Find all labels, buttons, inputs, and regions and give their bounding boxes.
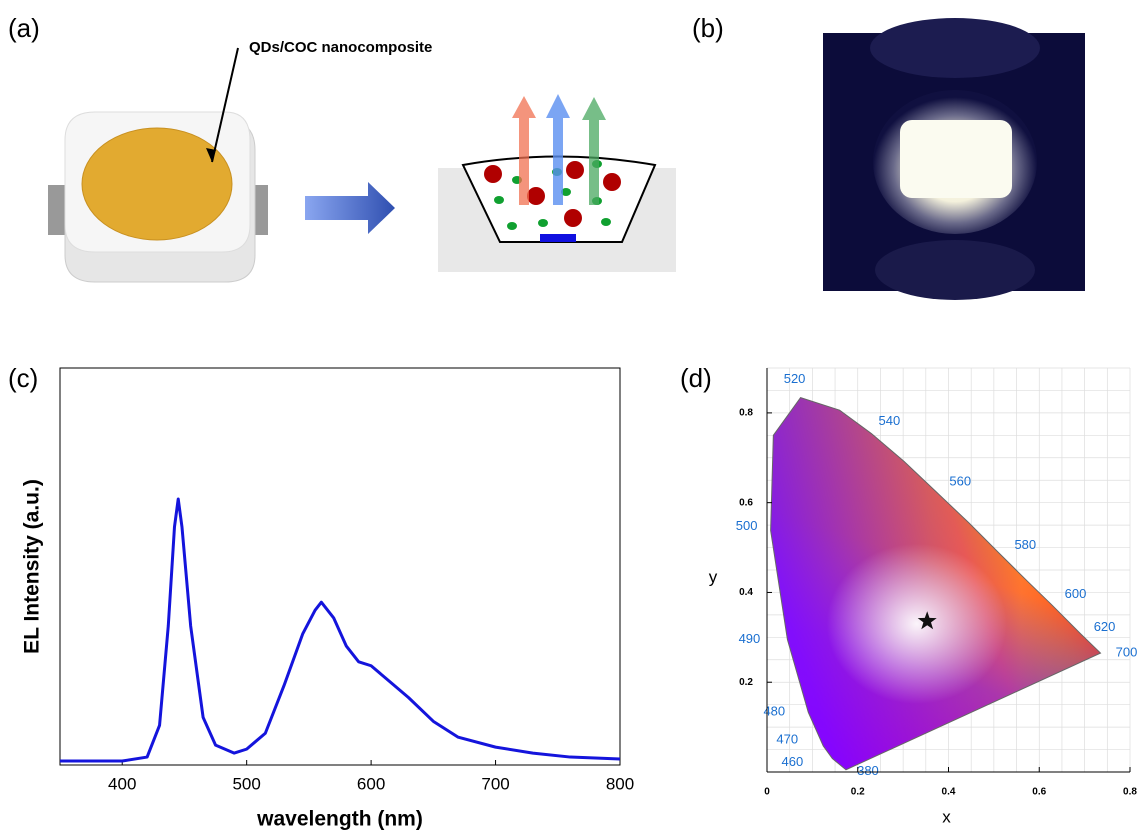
wavelength-label: 500 bbox=[736, 518, 758, 533]
x-tick-label: 400 bbox=[108, 774, 136, 793]
y-tick-label: 0.2 bbox=[739, 677, 753, 688]
wavelength-label: 490 bbox=[739, 631, 761, 646]
x-tick-label: 700 bbox=[481, 774, 509, 793]
panel-label: (c) bbox=[8, 363, 38, 393]
x-tick-label: 500 bbox=[232, 774, 260, 793]
led-package bbox=[48, 112, 268, 282]
figure: (a) (b) (c) (d) QDs/COC nanocomposite bbox=[0, 0, 1142, 831]
panel-label: (b) bbox=[692, 13, 724, 43]
wavelength-label: 620 bbox=[1094, 619, 1116, 634]
x-tick-label: 600 bbox=[357, 774, 385, 793]
wavelength-label: 580 bbox=[1014, 537, 1036, 552]
wavelength-label: 600 bbox=[1065, 586, 1087, 601]
plot-frame bbox=[60, 368, 620, 765]
x-axis-label: x bbox=[942, 807, 951, 826]
cross-section bbox=[438, 94, 676, 272]
y-tick-label: 0.6 bbox=[739, 497, 753, 508]
y-tick-label: 0.8 bbox=[739, 408, 753, 419]
panel-label: (a) bbox=[8, 13, 40, 43]
x-tick-label: 0.6 bbox=[1032, 787, 1046, 798]
x-tick-label: 0.4 bbox=[942, 787, 956, 798]
x-tick-label: 0 bbox=[764, 787, 770, 798]
wavelength-label: 700 bbox=[1116, 644, 1138, 659]
annotation: QDs/COC nanocomposite bbox=[249, 39, 432, 56]
led-photo bbox=[823, 18, 1085, 300]
x-axis-label: wavelength (nm) bbox=[256, 808, 423, 831]
wavelength-label: 560 bbox=[949, 473, 971, 488]
wavelength-label: 470 bbox=[776, 731, 798, 746]
y-tick-label: 0.4 bbox=[739, 587, 753, 598]
wavelength-label: 460 bbox=[781, 754, 803, 769]
wavelength-label: 540 bbox=[879, 413, 901, 428]
x-tick-label: 800 bbox=[606, 774, 634, 793]
charts: 400 500 600 700 800 wavelength (nm) EL Intensi… bbox=[21, 368, 1138, 831]
x-tick-label: 0.2 bbox=[851, 787, 865, 798]
panel-label: (d) bbox=[680, 363, 712, 393]
y-axis-label: y bbox=[709, 567, 718, 586]
wavelength-label: 380 bbox=[857, 763, 879, 778]
white-point bbox=[827, 544, 1007, 704]
x-tick-label: 0.8 bbox=[1123, 787, 1137, 798]
y-axis-label: EL Intensity (a.u.) bbox=[21, 479, 44, 654]
spectrum-line bbox=[60, 499, 620, 761]
process-arrow bbox=[305, 182, 395, 234]
wavelength-label: 520 bbox=[784, 371, 806, 386]
